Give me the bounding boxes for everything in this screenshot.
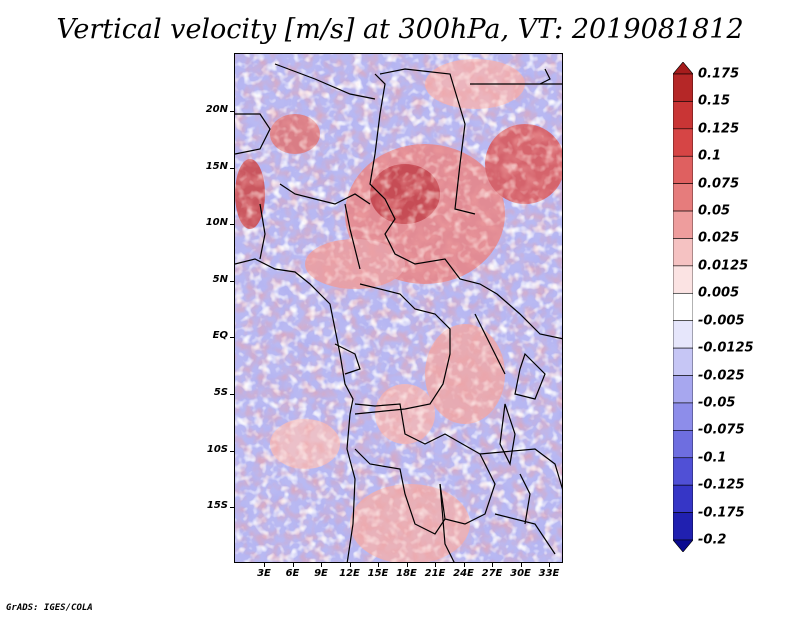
colorbar-swatch bbox=[673, 375, 693, 404]
colorbar-label: -0.075 bbox=[698, 422, 745, 438]
colorbar-swatch bbox=[673, 320, 693, 349]
colorbar-label: -0.2 bbox=[698, 532, 727, 548]
colorbar-label: 0.05 bbox=[698, 203, 731, 219]
velocity-field bbox=[235, 54, 562, 562]
colorbar-swatch bbox=[673, 512, 693, 541]
colorbar-swatch bbox=[673, 292, 693, 322]
lat-tick bbox=[230, 507, 234, 509]
lat-tick bbox=[230, 224, 234, 226]
colorbar-swatch bbox=[673, 101, 693, 130]
lon-label: 27E bbox=[481, 568, 503, 579]
lon-tick bbox=[520, 563, 522, 567]
lon-label: 15E bbox=[367, 568, 389, 579]
colorbar-label: 0.175 bbox=[698, 66, 740, 82]
lon-label: 30E bbox=[510, 568, 531, 579]
lon-tick bbox=[349, 563, 351, 567]
colorbar-label: 0.025 bbox=[698, 230, 740, 246]
lon-tick bbox=[549, 563, 550, 567]
colorbar-swatch bbox=[673, 539, 693, 552]
lon-label: 3E bbox=[257, 568, 271, 579]
colorbar-swatch bbox=[673, 484, 693, 513]
colorbar-swatch bbox=[673, 62, 693, 75]
credit-text: GrADS: IGES/COLA bbox=[6, 603, 93, 613]
lon-tick bbox=[435, 563, 436, 567]
lat-tick bbox=[230, 280, 234, 282]
lat-label: 5N bbox=[212, 273, 228, 285]
map-panel bbox=[234, 53, 563, 563]
colorbar-swatch bbox=[673, 73, 693, 102]
country-borders bbox=[235, 63, 562, 562]
colorbar-label: -0.175 bbox=[698, 505, 745, 521]
chart-title: Vertical velocity [m/s] at 300hPa, VT: 2… bbox=[56, 14, 744, 45]
colorbar-label: 0.125 bbox=[698, 121, 740, 137]
colorbar-label: -0.005 bbox=[698, 313, 745, 329]
lon-tick bbox=[292, 563, 294, 567]
colorbar-swatch bbox=[673, 183, 693, 212]
lat-tick bbox=[230, 394, 234, 395]
lat-label: 20N bbox=[205, 104, 228, 115]
colorbar-swatch bbox=[673, 347, 693, 376]
lon-label: 6E bbox=[285, 568, 300, 579]
lat-label: 15N bbox=[205, 160, 228, 172]
lat-label: 10S bbox=[206, 443, 228, 455]
colorbar-label: 0.1 bbox=[698, 148, 722, 164]
lon-tick bbox=[463, 563, 465, 567]
colorbar-swatch bbox=[673, 155, 693, 184]
lon-label: 24E bbox=[453, 568, 474, 579]
colorbar-swatch bbox=[673, 402, 693, 431]
colorbar-label: 0.075 bbox=[698, 176, 740, 192]
colorbar-swatch bbox=[673, 457, 693, 486]
colorbar-label: 0.005 bbox=[698, 285, 740, 301]
lat-label: 15S bbox=[206, 500, 228, 512]
colorbar-swatch bbox=[673, 265, 693, 294]
colorbar-swatch bbox=[673, 238, 693, 267]
colorbar-swatch bbox=[673, 128, 693, 157]
lon-tick bbox=[321, 563, 322, 567]
colorbar-swatch bbox=[673, 210, 693, 239]
lon-tick bbox=[378, 563, 379, 567]
lon-label: 18E bbox=[396, 568, 417, 579]
lat-label: EQ bbox=[212, 330, 228, 342]
colorbar-label: 0.0125 bbox=[698, 258, 749, 274]
lon-label: 33E bbox=[538, 568, 560, 579]
lon-label: 21E bbox=[424, 568, 446, 579]
lat-label: 10N bbox=[205, 217, 228, 229]
lon-label: 12E bbox=[339, 568, 360, 579]
lon-tick bbox=[406, 563, 408, 567]
lon-tick bbox=[264, 563, 265, 567]
lon-label: 9E bbox=[314, 568, 328, 579]
colorbar-label: -0.125 bbox=[698, 477, 745, 493]
colorbar-label: -0.025 bbox=[698, 368, 745, 384]
lat-tick bbox=[230, 450, 234, 452]
colorbar bbox=[673, 62, 693, 552]
lat-tick bbox=[230, 337, 234, 339]
lat-tick bbox=[230, 111, 234, 112]
lat-tick bbox=[230, 167, 234, 169]
colorbar-label: -0.1 bbox=[698, 450, 727, 466]
lon-tick bbox=[492, 563, 493, 567]
colorbar-label: -0.0125 bbox=[698, 340, 754, 356]
colorbar-label: 0.15 bbox=[698, 93, 731, 109]
colorbar-swatch bbox=[673, 430, 693, 459]
colorbar-label: -0.05 bbox=[698, 395, 736, 411]
lat-label: 5S bbox=[213, 387, 228, 398]
